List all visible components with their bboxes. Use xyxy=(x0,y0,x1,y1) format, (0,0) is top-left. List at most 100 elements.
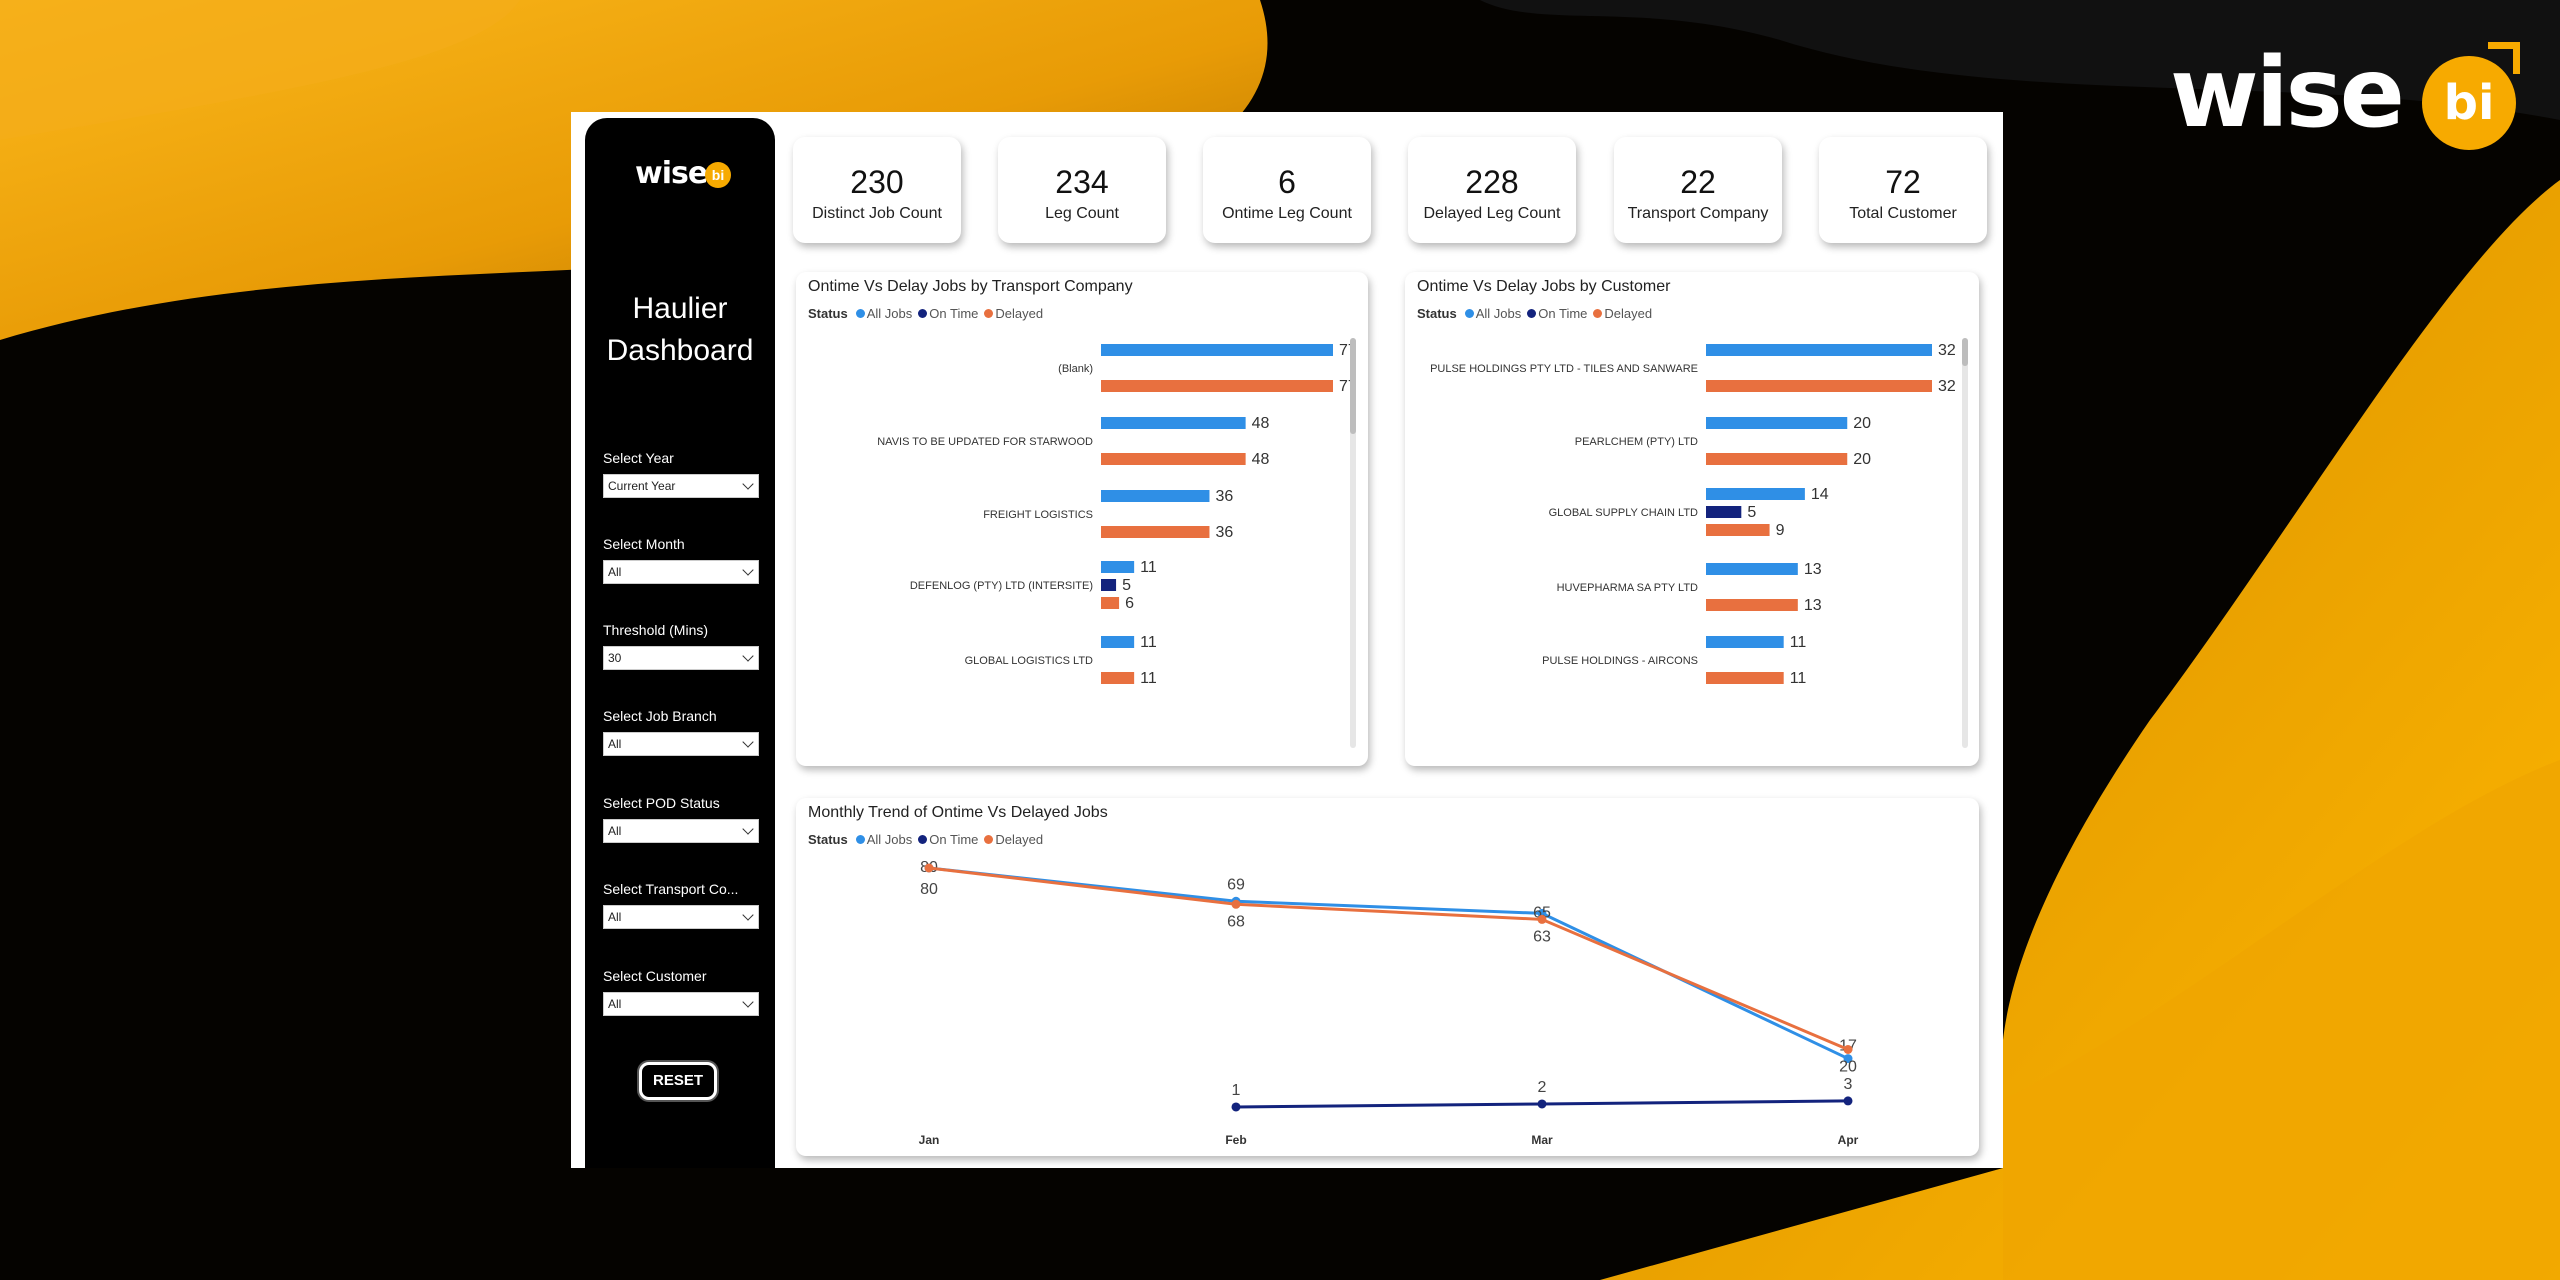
filter-month-dropdown[interactable]: All xyxy=(603,560,759,584)
filter-job-branch-value: All xyxy=(608,737,622,751)
reset-button[interactable]: RESET xyxy=(639,1062,717,1100)
kpi-label: Total Customer xyxy=(1849,205,1957,222)
filter-year-dropdown[interactable]: Current Year xyxy=(603,474,759,498)
filter-month-label: Select Month xyxy=(603,536,685,552)
filter-customer-dropdown[interactable]: All xyxy=(603,992,759,1016)
filter-pod-status: Select POD Status All xyxy=(603,793,759,843)
legend-label: All Jobs xyxy=(866,306,913,321)
legend-dot-icon xyxy=(1527,309,1537,318)
kpi-value: 230 xyxy=(850,164,904,200)
legend-dot-icon xyxy=(1593,309,1603,318)
legend-item-on-time[interactable]: On Time xyxy=(916,306,978,321)
bar-delayed xyxy=(1101,380,1333,392)
data-label: 11 xyxy=(1790,670,1807,687)
legend-item-on-time[interactable]: On Time xyxy=(1525,306,1587,321)
data-label: 20 xyxy=(1853,415,1871,432)
chevron-down-icon xyxy=(742,478,754,490)
kpi-delayed-leg-count: 228 Delayed Leg Count xyxy=(1408,137,1576,243)
legend-item-delayed[interactable]: Delayed xyxy=(982,832,1043,847)
kpi-leg-count: 234 Leg Count xyxy=(998,137,1166,243)
filter-pod-status-dropdown[interactable]: All xyxy=(603,819,759,843)
category-label: HUVEPHARMA SA PTY LTD xyxy=(1557,582,1698,594)
chevron-down-icon xyxy=(742,564,754,576)
filter-year: Select Year Current Year xyxy=(603,448,759,498)
legend-label: On Time xyxy=(1538,306,1588,321)
bar-delayed xyxy=(1101,597,1120,609)
filter-year-label: Select Year xyxy=(603,450,674,466)
x-tick-label: Jan xyxy=(919,1133,940,1147)
filter-threshold-dropdown[interactable]: 30 xyxy=(603,646,759,670)
bar-all-jobs xyxy=(1101,561,1135,573)
data-label: 63 xyxy=(1533,928,1551,945)
legend-item-delayed[interactable]: Delayed xyxy=(1591,306,1652,321)
scrollbar-thumb[interactable] xyxy=(1350,338,1356,434)
chevron-down-icon xyxy=(742,996,754,1008)
legend-item-all-jobs[interactable]: All Jobs xyxy=(1463,306,1521,321)
category-label: PULSE HOLDINGS - AIRCONS xyxy=(1542,655,1698,667)
data-point-on-time xyxy=(1843,1096,1853,1106)
kpi-label: Ontime Leg Count xyxy=(1222,205,1352,222)
data-point-on-time xyxy=(1537,1099,1547,1109)
filter-customer: Select Customer All xyxy=(603,966,759,1016)
line-chart-svg: 8069651780686320123JanFebMarApr xyxy=(919,859,1859,1147)
chevron-down-icon xyxy=(742,823,754,835)
legend-label: Delayed xyxy=(995,832,1044,847)
bar-on-time xyxy=(1706,506,1742,518)
category-label: (Blank) xyxy=(1058,363,1093,375)
category-label: GLOBAL LOGISTICS LTD xyxy=(965,655,1093,667)
legend-item-all-jobs[interactable]: All Jobs xyxy=(854,306,913,321)
data-point-delayed xyxy=(1231,899,1241,909)
chevron-down-icon xyxy=(742,650,754,662)
bar-delayed xyxy=(1706,524,1770,536)
dashboard-panel: wise bi Haulier Dashboard Select Year Cu… xyxy=(571,112,2003,1168)
bar-delayed xyxy=(1101,453,1246,465)
bar-delayed xyxy=(1706,453,1848,465)
data-point-delayed xyxy=(1843,1045,1853,1054)
data-label: 6 xyxy=(1125,595,1134,612)
legend-label: Delayed xyxy=(1604,306,1653,321)
kpi-label: Delayed Leg Count xyxy=(1423,205,1561,222)
legend-item-on-time[interactable]: On Time xyxy=(916,832,978,847)
legend-label: On Time xyxy=(929,306,979,321)
bar-all-jobs xyxy=(1706,488,1805,500)
dashboard-title: Haulier Dashboard xyxy=(585,288,775,372)
chart-title: Monthly Trend of Ontime Vs Delayed Jobs xyxy=(808,804,1108,821)
data-label: 80 xyxy=(920,881,938,898)
data-label: 11 xyxy=(1140,559,1157,576)
bar-delayed xyxy=(1706,672,1784,684)
filter-job-branch-dropdown[interactable]: All xyxy=(603,732,759,756)
chart-transport-company: 77 77 (Blank) 48 48 NAVIS TO BE UPDATED FOR S… xyxy=(796,272,1368,766)
scrollbar-thumb[interactable] xyxy=(1962,338,1968,366)
data-label: 20 xyxy=(1853,451,1871,468)
data-label: 48 xyxy=(1252,451,1270,468)
legend-item-delayed[interactable]: Delayed xyxy=(982,306,1043,321)
filter-transport-company-dropdown[interactable]: All xyxy=(603,905,759,929)
legend-dot-icon xyxy=(984,835,994,844)
kpi-transport-company: 22 Transport Company xyxy=(1614,137,1782,243)
kpi-label: Distinct Job Count xyxy=(812,205,942,222)
data-point-delayed xyxy=(924,863,934,873)
kpi-value: 72 xyxy=(1885,164,1921,200)
filter-customer-label: Select Customer xyxy=(603,968,707,984)
x-tick-label: Feb xyxy=(1225,1133,1246,1147)
filter-pod-status-value: All xyxy=(608,824,622,838)
data-label: 69 xyxy=(1227,876,1245,893)
legend-label: Delayed xyxy=(995,306,1044,321)
chart-scrollbar[interactable] xyxy=(1962,338,1968,748)
data-label: 1 xyxy=(1232,1082,1241,1099)
brand-logo: wise bi xyxy=(2170,38,2520,150)
kpi-value: 234 xyxy=(1055,164,1109,200)
sidebar-logo: wise bi xyxy=(635,154,745,194)
legend-title: Status xyxy=(1417,306,1457,321)
bar-delayed xyxy=(1101,526,1210,538)
kpi-value: 6 xyxy=(1278,164,1296,200)
data-label: 3 xyxy=(1844,1076,1853,1093)
chart-legend: Status All Jobs On Time Delayed xyxy=(808,306,1047,321)
legend-item-all-jobs[interactable]: All Jobs xyxy=(854,832,912,847)
category-label: GLOBAL SUPPLY CHAIN LTD xyxy=(1549,507,1698,519)
data-label: 36 xyxy=(1215,524,1233,541)
chart-scrollbar[interactable] xyxy=(1350,338,1356,748)
sidebar-logo-word: wise xyxy=(635,156,708,191)
dashboard-title-line1: Haulier xyxy=(632,292,728,325)
